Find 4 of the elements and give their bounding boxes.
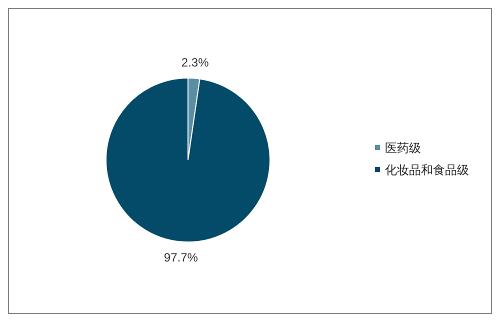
data-label: 2.3% xyxy=(181,55,210,70)
legend-label: 医药级 xyxy=(385,141,421,155)
legend-label: 化妆品和食品级 xyxy=(385,163,469,177)
data-label: 97.7% xyxy=(164,250,198,265)
